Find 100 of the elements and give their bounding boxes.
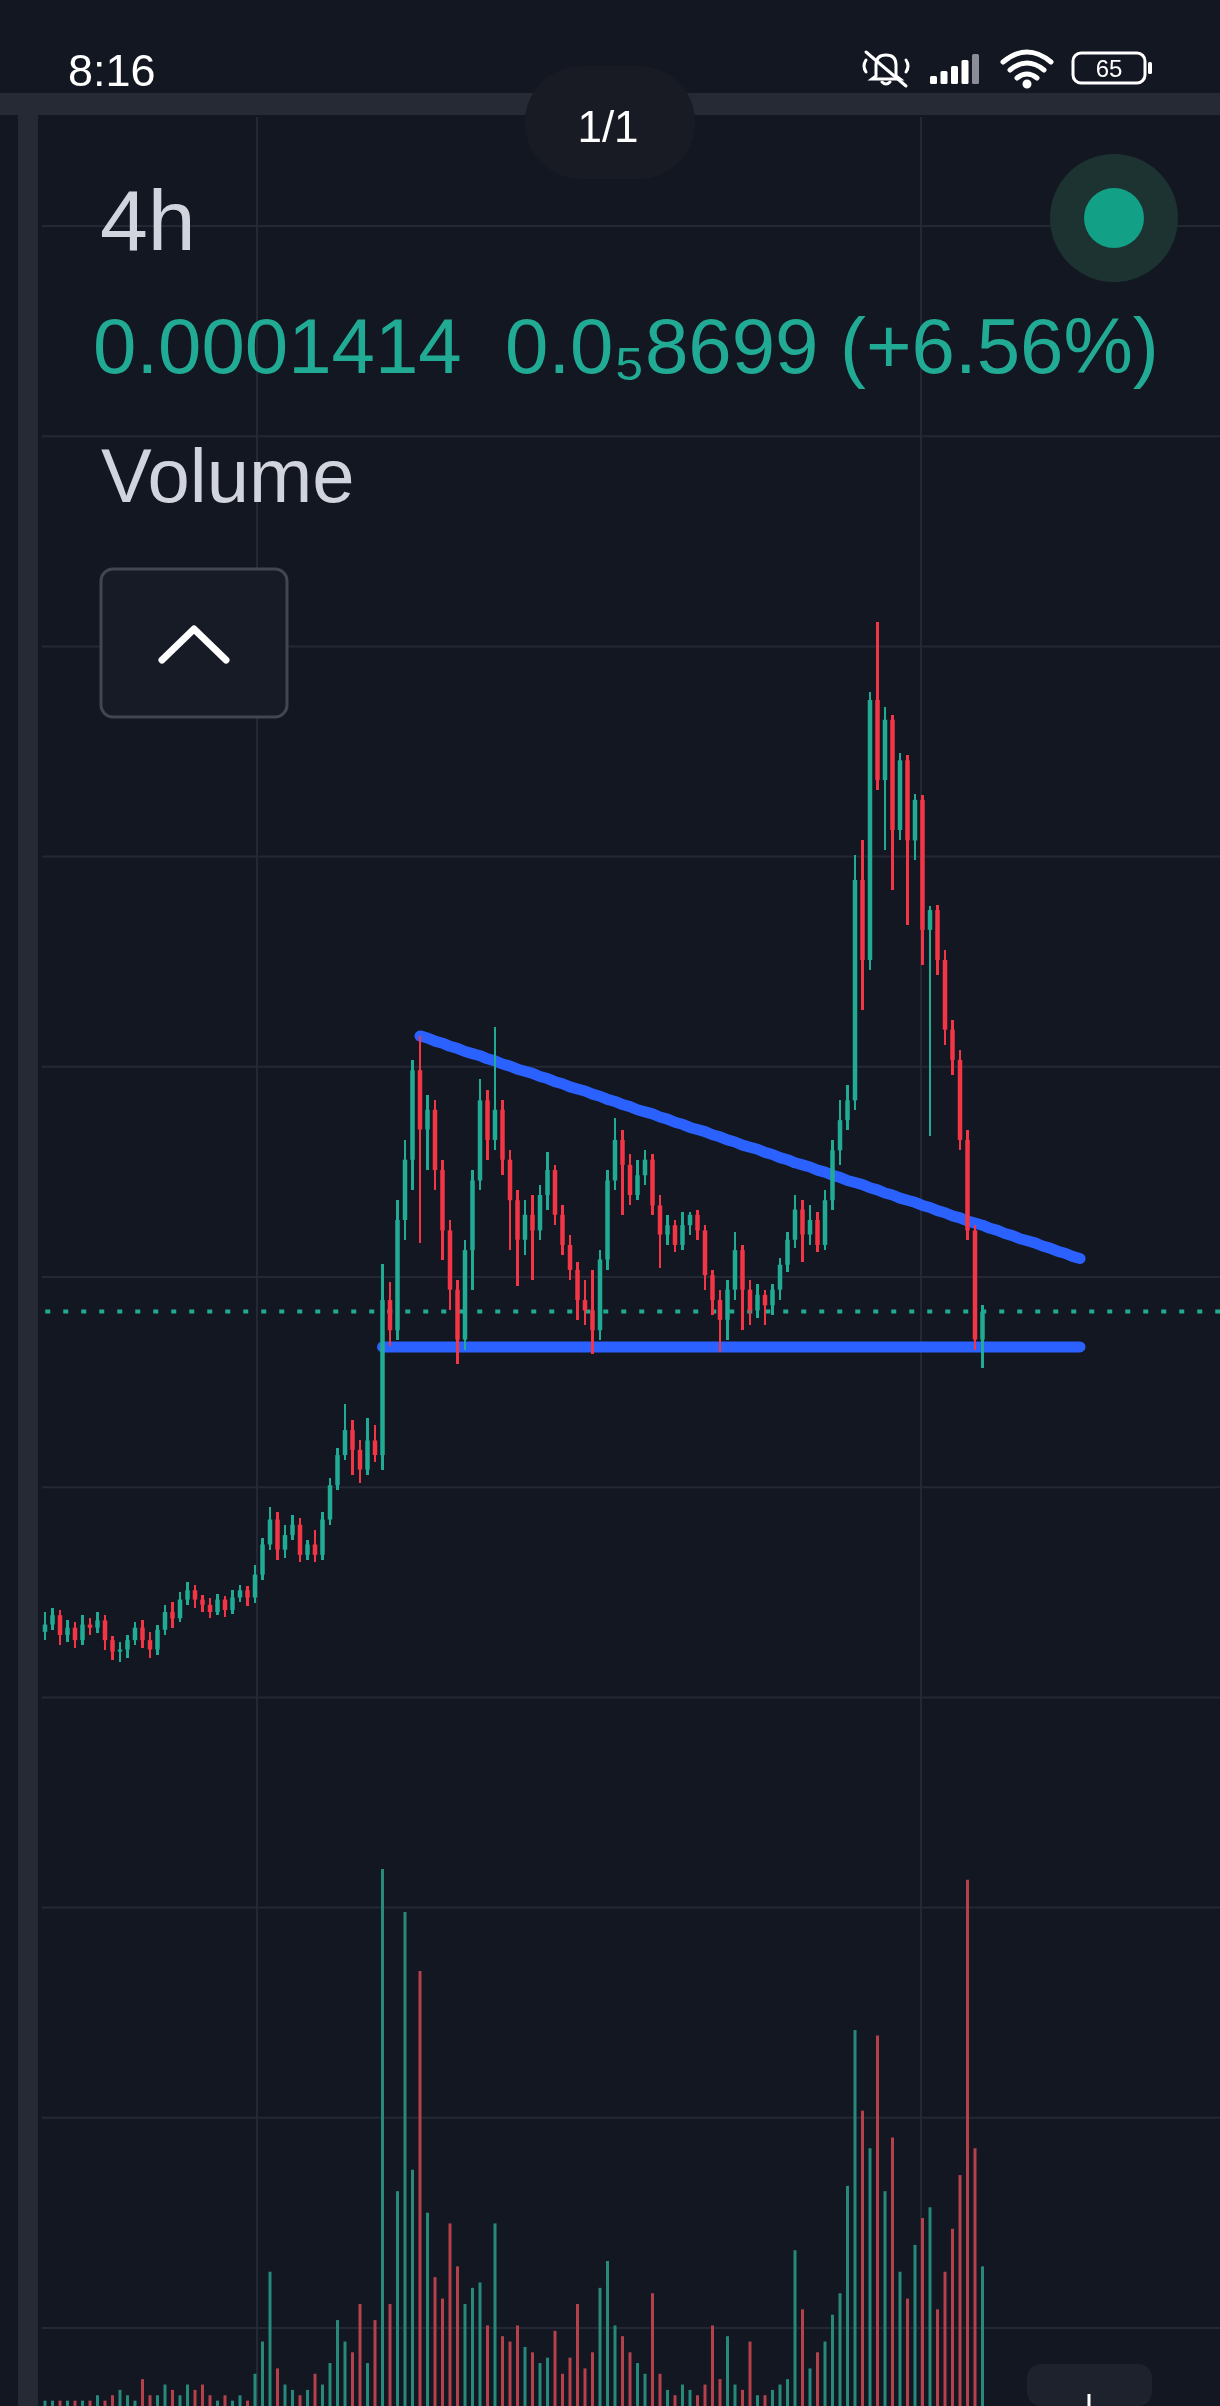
candlestick [162, 1603, 168, 1637]
bar [531, 2352, 534, 2406]
bar [43, 2400, 47, 2406]
bar [658, 2373, 662, 2406]
bar [793, 2250, 797, 2406]
candlestick [305, 1539, 310, 1562]
bar [763, 2395, 767, 2406]
bar [418, 1971, 422, 2406]
bar [336, 2320, 339, 2406]
bar [523, 2346, 527, 2406]
candlestick [245, 1584, 250, 1608]
bar [838, 2293, 842, 2406]
bar [231, 2400, 234, 2406]
text: 1/1 [577, 102, 639, 151]
bar [898, 2271, 902, 2406]
bar [508, 2341, 512, 2406]
candlestick [695, 1208, 700, 1242]
bar [178, 2395, 182, 2406]
bar [73, 2400, 77, 2406]
bar [576, 2303, 579, 2406]
candlestick [312, 1528, 318, 1564]
bar [426, 2212, 429, 2406]
candlestick [50, 1606, 55, 1632]
bar [141, 2379, 144, 2406]
bar [823, 2341, 827, 2406]
bar [546, 2357, 549, 2406]
bar [703, 2384, 707, 2406]
bar [396, 2191, 399, 2406]
candlestick [672, 1218, 678, 1254]
bar [808, 2368, 812, 2406]
candlestick [425, 1093, 430, 1172]
bar [861, 2110, 864, 2406]
bar [538, 2363, 542, 2406]
bar [193, 2389, 197, 2406]
bar [186, 2384, 189, 2406]
bar [261, 2341, 264, 2406]
bar [778, 2384, 782, 2406]
bar [58, 2400, 62, 2406]
bar [711, 2325, 714, 2406]
candlestick [350, 1418, 355, 1477]
bar [741, 2389, 744, 2406]
bar [951, 2228, 954, 2406]
candlestick [192, 1583, 198, 1610]
candlestick [845, 1083, 850, 1131]
bar [493, 2223, 497, 2406]
candlestick [125, 1633, 130, 1660]
bar [456, 2266, 459, 2406]
bar [681, 2384, 684, 2406]
bar [306, 2389, 309, 2406]
candlestick [185, 1580, 190, 1607]
bar [958, 2175, 962, 2406]
candlestick [807, 1204, 813, 1247]
bar [936, 2309, 939, 2406]
bar [268, 2271, 272, 2406]
bar [621, 2336, 624, 2406]
candlestick [80, 1613, 85, 1647]
bar [103, 2400, 107, 2406]
bar [876, 2035, 879, 2406]
candlestick [680, 1210, 685, 1252]
bar [801, 2309, 804, 2406]
bar [373, 2320, 377, 2406]
chart-title: 4h [100, 172, 196, 268]
bar [411, 2169, 414, 2406]
candlestick [357, 1439, 363, 1485]
bar [561, 2373, 564, 2406]
candlestick [155, 1623, 160, 1656]
bar [928, 2207, 932, 2406]
bar [156, 2395, 159, 2406]
candlestick [290, 1514, 295, 1542]
bar [696, 2395, 699, 2406]
bar [553, 2330, 557, 2406]
bar [651, 2293, 654, 2406]
bar [673, 2395, 677, 2406]
bar [366, 2363, 369, 2406]
bar [771, 2389, 774, 2406]
candlestick [95, 1610, 100, 1635]
bar [133, 2400, 137, 2406]
bar [831, 2314, 834, 2406]
bar [403, 1911, 407, 2406]
bar [381, 1869, 384, 2406]
bar [748, 2341, 752, 2406]
bar [246, 2400, 249, 2406]
bar [883, 2191, 887, 2406]
bar [51, 2400, 54, 2406]
bar [238, 2395, 242, 2406]
bar [786, 2379, 789, 2406]
candlestick [372, 1423, 378, 1464]
bar [913, 2244, 917, 2406]
candlestick [927, 904, 933, 1138]
bar [96, 2395, 99, 2406]
bar [313, 2373, 317, 2406]
bar [171, 2389, 174, 2406]
chart-subtitle: 0.0001414 0.0₅8699 (+6.56%) [93, 302, 1159, 390]
bar [388, 2303, 392, 2406]
bar [148, 2395, 152, 2406]
bar [478, 2282, 482, 2406]
bar [718, 2379, 722, 2406]
bar [118, 2389, 122, 2406]
candlestick [530, 1193, 535, 1282]
bar [88, 2400, 92, 2406]
